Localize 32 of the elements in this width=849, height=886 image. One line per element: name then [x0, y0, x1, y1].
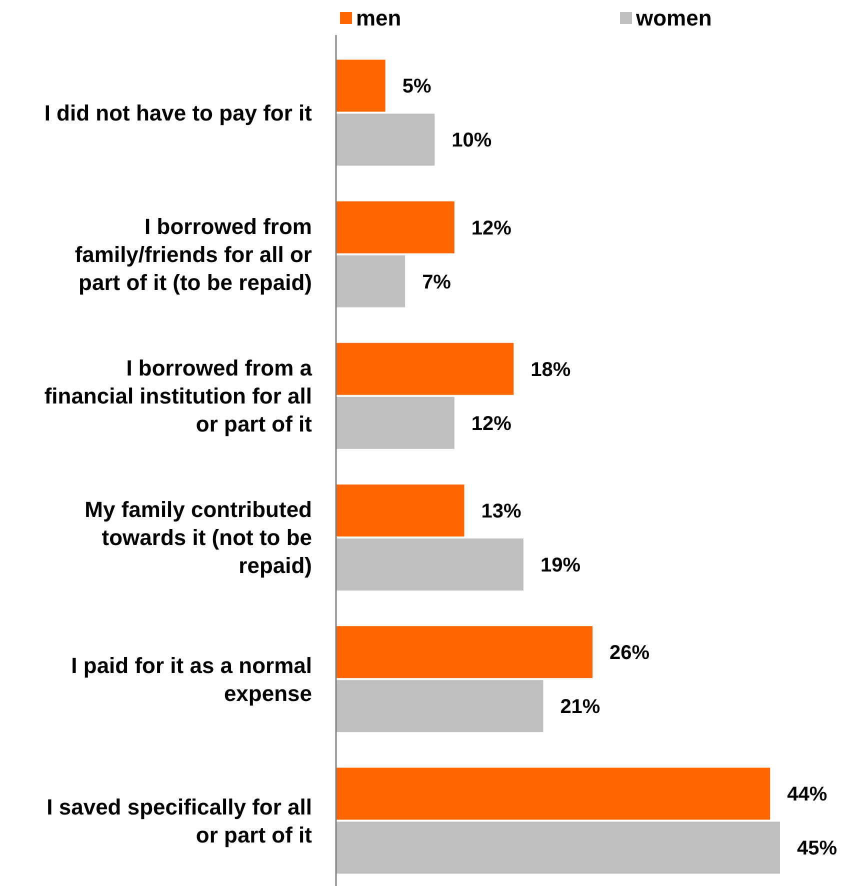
- bar: [336, 626, 593, 678]
- bar: [336, 538, 524, 590]
- bar: [336, 60, 386, 112]
- y-tick-label: I saved specifically for all or part of it: [46, 794, 313, 848]
- data-label: 26%: [610, 642, 650, 664]
- data-label: 10%: [452, 130, 492, 152]
- data-label: 12%: [471, 412, 512, 435]
- data-label: 19%: [540, 554, 581, 576]
- bar: [336, 768, 770, 820]
- bar: [336, 680, 544, 732]
- bar: [336, 201, 454, 254]
- data-label: 12%: [471, 217, 512, 240]
- y-tick-label: I paid for it as a normal expense: [71, 652, 312, 706]
- bar: [336, 484, 464, 536]
- data-label: 18%: [530, 358, 571, 381]
- data-label: 13%: [481, 500, 522, 522]
- data-label: 45%: [797, 838, 838, 860]
- y-tick-label: My family contributed towards it (not to be repaid): [84, 497, 312, 578]
- data-label: 21%: [560, 696, 600, 718]
- data-label: 5%: [402, 76, 432, 98]
- bar: [336, 822, 780, 874]
- y-tick-label: I did not have to pay for it: [44, 100, 313, 126]
- bar: [336, 342, 514, 395]
- bar: [336, 396, 454, 449]
- bar: [336, 114, 435, 166]
- legend-label: men: [356, 6, 402, 31]
- y-tick-label: I borrowed from family/friends for all or part of it (to be repaid): [74, 214, 312, 295]
- bar: [336, 255, 406, 308]
- y-tick-label: I borrowed from a financial institution for all or part of it: [44, 356, 313, 437]
- data-label: 44%: [787, 784, 828, 806]
- data-label: 7%: [422, 271, 452, 294]
- legend-label: women: [635, 6, 712, 31]
